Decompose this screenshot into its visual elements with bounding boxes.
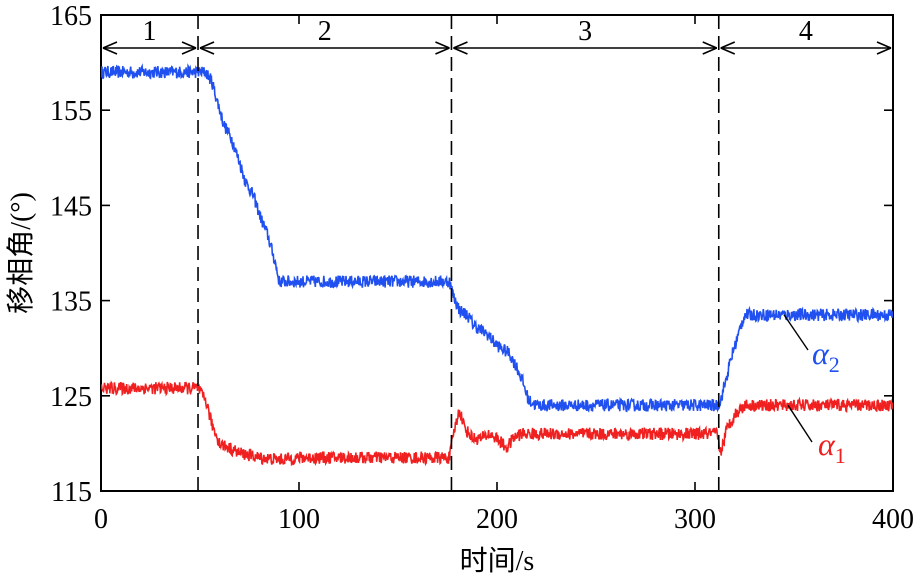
stage-arrowhead-left — [102, 41, 118, 55]
stage-label: 4 — [799, 16, 813, 47]
y-tick-label: 135 — [50, 287, 92, 318]
series-labels: α2 α1 — [783, 314, 846, 468]
stage-arrowhead-left — [453, 41, 468, 55]
stage-label: 1 — [143, 16, 157, 47]
series-label: α2 — [812, 335, 840, 377]
y-tick-label: 125 — [50, 382, 92, 413]
y-tick-label: 155 — [50, 96, 92, 127]
stage-label: 3 — [578, 16, 592, 47]
stage-arrowhead-right — [876, 41, 892, 55]
series-leader-line — [787, 404, 813, 443]
series-line-2 — [101, 380, 893, 467]
series-layer — [101, 63, 893, 467]
x-tick-label: 100 — [278, 504, 320, 535]
stage-arrowhead-left — [720, 41, 736, 55]
stage-label: 2 — [318, 16, 332, 47]
y-tick-label: 145 — [50, 191, 92, 222]
stage-arrowhead-right — [435, 41, 450, 55]
x-tick-label: 400 — [872, 504, 914, 535]
series-label: α1 — [818, 426, 846, 468]
x-axis-label: 时间/s — [460, 545, 535, 577]
x-tick-label: 300 — [674, 504, 716, 535]
stage-arrowhead-right — [181, 41, 197, 55]
series-leader-line — [783, 314, 809, 351]
y-axis-label: 移相角/(°) — [5, 192, 37, 314]
series-line-1 — [101, 63, 893, 413]
stage-arrowhead-right — [702, 41, 718, 55]
stage-arrows: 1 2 3 4 — [102, 16, 892, 55]
x-tick-label: 200 — [476, 504, 518, 535]
plot-frame — [100, 14, 894, 492]
x-axis-ticks: 0 100 200 300 400 — [94, 15, 914, 535]
y-axis-ticks: 115 125 135 145 155 165 — [50, 1, 893, 508]
x-tick-label: 0 — [94, 504, 108, 535]
y-tick-label: 165 — [50, 1, 92, 32]
y-tick-label: 115 — [51, 477, 92, 508]
stage-arrowhead-left — [199, 41, 215, 55]
stage-boundaries — [197, 15, 720, 491]
